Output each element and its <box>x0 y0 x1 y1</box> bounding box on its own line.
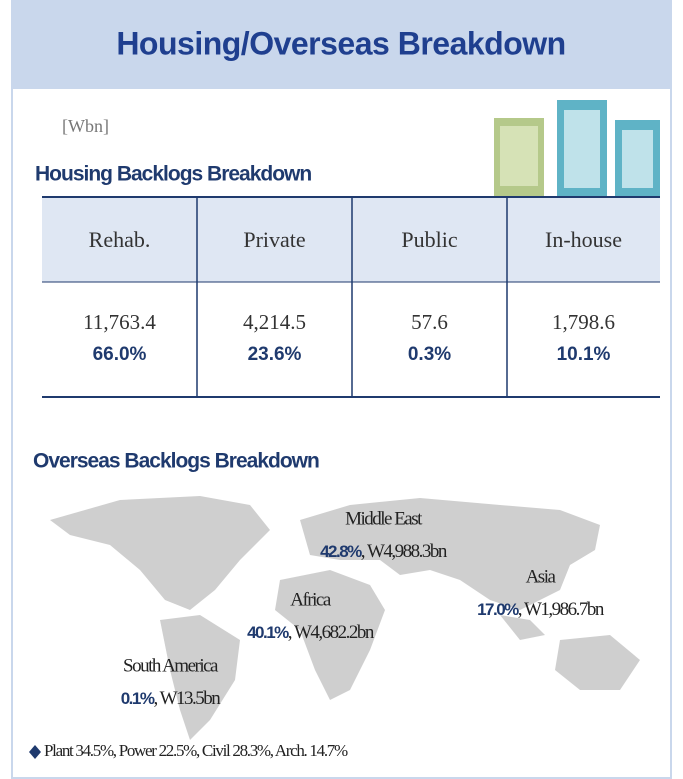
bullet <box>29 745 41 759</box>
region-share: 42.8% <box>320 542 362 561</box>
buildings-icon <box>494 100 660 196</box>
cell-value: 11,763.4 <box>83 310 156 334</box>
title: Housing/Overseas Breakdown <box>116 25 565 61</box>
region-amount: , W4,988.3bn <box>361 541 448 562</box>
region-share: 40.1% <box>247 623 289 642</box>
region-amount: , W13.5bn <box>153 688 221 709</box>
cell-share: 0.3% <box>408 344 451 365</box>
housing-table <box>42 196 660 398</box>
region-name: Middle East <box>345 508 423 529</box>
title-band <box>12 1 671 89</box>
cell-value: 57.6 <box>411 310 448 334</box>
region-name: South America <box>123 655 219 676</box>
column-header: Rehab. <box>89 227 151 252</box>
column-header: In-house <box>545 227 622 252</box>
region-share: 0.1% <box>121 689 155 708</box>
column-header: Public <box>401 227 457 252</box>
world-map <box>50 496 640 740</box>
region-share: 17.0% <box>477 600 519 619</box>
cell-share: 23.6% <box>248 344 302 365</box>
region-name: Africa <box>290 589 332 610</box>
region-amount: , W1,986.7bn <box>518 599 605 620</box>
region-figures: 40.1%, W4,682.2bn <box>247 622 375 643</box>
region-figures: 0.1%, W13.5bn <box>121 688 222 709</box>
unit: [Wbn] <box>62 116 109 136</box>
region-figures: 42.8%, W4,988.3bn <box>320 541 448 562</box>
column-header: Private <box>243 227 305 252</box>
footnote: Plant 34.5%, Power 22.5%, Civil 28.3%, A… <box>44 741 348 760</box>
housing-heading: Housing Backlogs Breakdown <box>35 163 311 186</box>
region-amount: , W4,682.2bn <box>288 622 375 643</box>
cell-value: 4,214.5 <box>243 310 306 334</box>
region-name: Asia <box>526 566 557 587</box>
cell-share: 66.0% <box>93 344 147 365</box>
header-row <box>42 197 660 282</box>
overseas-heading: Overseas Backlogs Breakdown <box>33 450 319 473</box>
cell-value: 1,798.6 <box>552 310 615 334</box>
cell-share: 10.1% <box>557 344 611 365</box>
region-figures: 17.0%, W1,986.7bn <box>477 599 605 620</box>
